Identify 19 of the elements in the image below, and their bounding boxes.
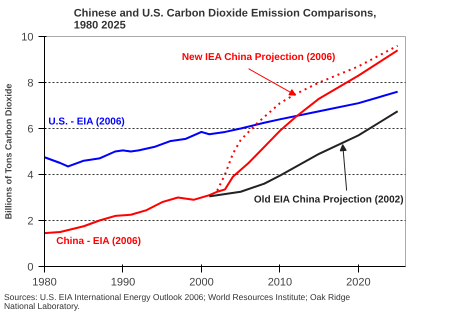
x-tick-label: 1990	[110, 276, 136, 288]
line-series	[44, 90, 399, 168]
source-note: Sources: U.S. EIA International Energy Outlook 2006; World Resources Institute; Oak Ridge National Laboratory.	[4, 292, 350, 312]
series-label: Old EIA China Projection (2002)	[254, 194, 404, 206]
y-tick-label: 4	[27, 170, 34, 182]
x-tick-label: 2010	[268, 276, 292, 288]
text: U.S. - EIA (2006)	[48, 116, 125, 128]
y-tick-label: 0	[27, 262, 34, 274]
y-tick-label: 2	[27, 216, 34, 228]
x-tick-label: 2000	[189, 276, 214, 288]
y-axis-title: Billions of Tons Carbon Dioxide	[3, 84, 14, 220]
series-label: New IEA China Projection (2006)	[182, 52, 336, 63]
series-label: China - EIA (2006)	[56, 236, 141, 247]
y-tick-label: 8	[27, 78, 34, 90]
x-tick-label: 1980	[32, 276, 57, 288]
x-tick-label: 2020	[346, 276, 371, 288]
y-tick-label: 10	[21, 32, 34, 44]
chart-title: Chinese and U.S. Carbon Dioxide Emission Comparisons, 1980 2025	[74, 8, 376, 32]
y-tick-label: 6	[27, 124, 34, 136]
